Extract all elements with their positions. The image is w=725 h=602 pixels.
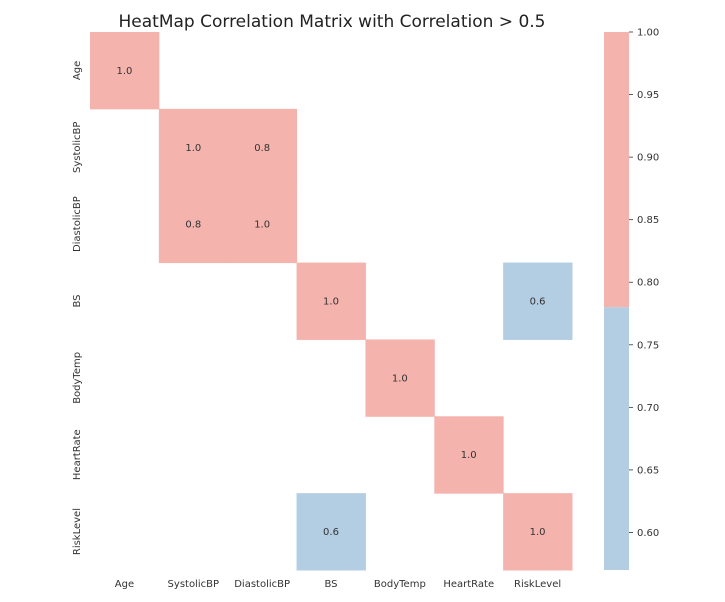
heatmap-cell-label: 1.0 (185, 143, 201, 154)
colorbar-low-segment (604, 307, 629, 570)
colorbar-tick-label: 0.75 (637, 340, 659, 351)
heatmap-cell-label: 1.0 (254, 220, 270, 231)
heatmap-cell-label: 0.8 (185, 220, 201, 231)
colorbar-tick-label: 0.60 (637, 528, 659, 539)
x-tick-label: HeartRate (443, 579, 494, 590)
colorbar-tick-label: 1.00 (637, 28, 659, 39)
y-tick-label: BodyTemp (72, 352, 83, 404)
y-tick-label: DiastolicBP (72, 196, 83, 252)
heatmap-cell (296, 493, 366, 571)
colorbar-high-segment (604, 32, 629, 308)
y-tick-label: HeartRate (72, 429, 83, 480)
x-tick-label: BS (324, 579, 337, 590)
heatmap-cell-label: 1.0 (116, 66, 132, 77)
heatmap-cell (503, 262, 573, 340)
heatmap-cell (434, 416, 504, 494)
x-tick-label: SystolicBP (168, 579, 219, 590)
colorbar-tick-label: 0.90 (637, 153, 659, 164)
x-tick-label: BodyTemp (374, 579, 426, 590)
heatmap-cell (503, 493, 573, 571)
heatmap-cell-label: 1.0 (461, 450, 477, 461)
x-axis-tick-labels: Age SystolicBP DiastolicBP BS BodyTemp HeartR… (115, 579, 561, 590)
colorbar-tick-label: 0.85 (637, 215, 659, 226)
heatmap-cell (365, 339, 435, 417)
x-tick-label: Age (115, 579, 134, 590)
x-tick-label: DiastolicBP (234, 579, 290, 590)
heatmap-cell-label: 0.8 (254, 143, 270, 154)
colorbar-tick-label: 0.65 (637, 465, 659, 476)
heatmap-cell-label: 0.6 (530, 297, 546, 308)
y-tick-label: SystolicBP (72, 122, 83, 173)
heatmap-cell (296, 262, 366, 340)
colorbar: 1.00 0.95 0.90 0.85 0.80 0.75 0.70 0.65 0.60 (604, 28, 659, 570)
colorbar-tick-label: 0.80 (637, 278, 659, 289)
heatmap-cell-label: 1.0 (392, 373, 408, 384)
chart-title: HeatMap Correlation Matrix with Correlat… (119, 12, 546, 32)
y-tick-label: Age (72, 61, 83, 80)
colorbar-tick-label: 0.70 (637, 403, 659, 414)
heatmap-cell (158, 185, 229, 264)
y-tick-label: RiskLevel (72, 508, 83, 555)
heatmap-cell (158, 108, 229, 187)
heatmap-cell-label: 1.0 (530, 527, 546, 538)
y-axis-tick-labels: Age SystolicBP DiastolicBP BS BodyTemp HeartR… (72, 61, 83, 555)
heatmap-cell-labels: 1.0 1.0 0.8 0.8 1.0 1.0 0.6 1.0 1.0 0.6 1.0 (116, 66, 545, 538)
x-tick-label: RiskLevel (514, 579, 561, 590)
heatmap-cell-label: 1.0 (323, 297, 339, 308)
y-tick-label: BS (72, 294, 83, 307)
heatmap-cell (227, 185, 298, 264)
heatmap-cell (227, 108, 298, 187)
heatmap-cells (90, 32, 573, 571)
colorbar-tick-label: 0.95 (637, 90, 659, 101)
heatmap-cell (90, 32, 160, 110)
heatmap-cell-label: 0.6 (323, 527, 339, 538)
